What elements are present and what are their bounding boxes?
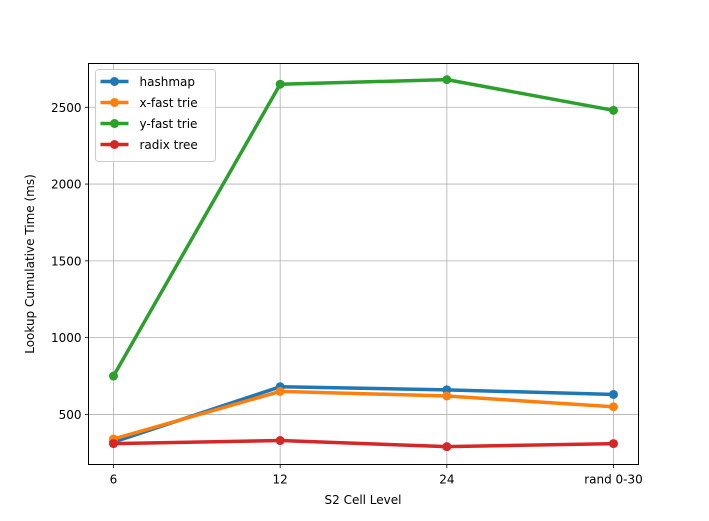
- legend-label: y-fast trie: [140, 117, 198, 131]
- legend-item: hashmap: [100, 75, 195, 89]
- plot-frame: [88, 63, 639, 465]
- data-point: [275, 79, 285, 89]
- legend-item: y-fast trie: [100, 117, 198, 131]
- y-axis-label: Lookup Cumulative Time (ms): [23, 174, 37, 354]
- legend-marker: [110, 77, 119, 86]
- data-point: [442, 442, 452, 452]
- legend-label: x-fast trie: [140, 96, 198, 110]
- data-point: [275, 386, 285, 396]
- series-line: [111, 438, 616, 449]
- data-point: [609, 389, 618, 399]
- legend: hashmap x-fast trie y-fast trie radix tree: [95, 69, 216, 162]
- axis-ticks: 6 12 24 rand 0-30 500 1000 1500 2000 2500: [51, 101, 643, 487]
- data-point: [109, 439, 118, 449]
- series-layer: [109, 75, 618, 452]
- x-tick-label: 6: [110, 473, 118, 487]
- data-point: [609, 105, 618, 115]
- data-point: [275, 436, 285, 446]
- series-line: [111, 77, 616, 379]
- data-point: [609, 439, 618, 449]
- series-y-fast-trie: [109, 75, 618, 381]
- legend-label: hashmap: [140, 75, 195, 89]
- legend-marker: [110, 140, 119, 149]
- series-line: [111, 389, 616, 442]
- series-radix-tree: [109, 436, 618, 452]
- x-tick-label: 12: [273, 473, 288, 487]
- legend-marker: [110, 119, 119, 128]
- x-tick-label: 24: [439, 473, 454, 487]
- data-point: [442, 75, 452, 85]
- x-tick-label: rand 0-30: [584, 473, 643, 487]
- legend-item: x-fast trie: [100, 96, 198, 110]
- legend-marker: [110, 98, 119, 107]
- y-tick-label: 2500: [51, 101, 82, 115]
- legend-item: radix tree: [100, 138, 198, 152]
- y-tick-label: 500: [59, 408, 82, 422]
- y-tick-label: 2000: [51, 178, 82, 192]
- legend-box: [95, 69, 216, 162]
- data-point: [109, 371, 118, 381]
- legend-label: radix tree: [140, 138, 198, 152]
- y-tick-label: 1000: [51, 331, 82, 345]
- x-axis-label: S2 Cell Level: [325, 493, 402, 507]
- data-point: [609, 402, 618, 412]
- data-point: [442, 391, 452, 401]
- y-tick-label: 1500: [51, 254, 82, 268]
